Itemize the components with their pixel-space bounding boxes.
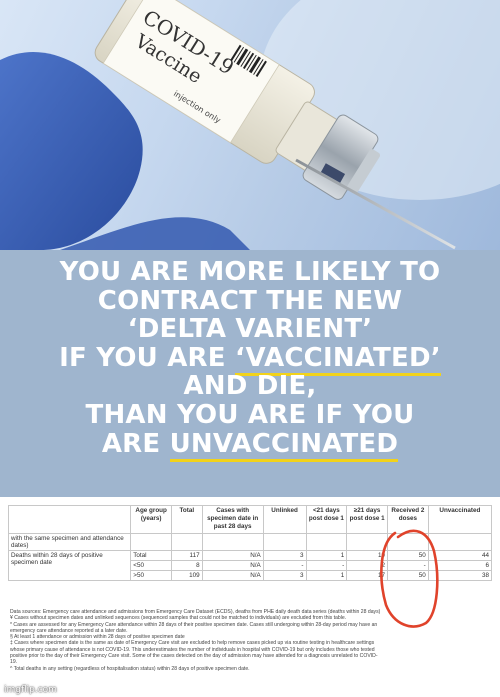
cases-cell: N/A [201,549,264,561]
headline-line-6: THAN YOU ARE IF YOU [85,399,415,430]
deaths-table: Age group (years) Total Cases with speci… [7,505,493,581]
headline-underlined-unvaccinated: UNVACCINATED [169,428,399,462]
total-cell: 109 [171,569,203,581]
footnote-line: ‡ Cases where specimen date is the same … [10,640,375,647]
headline-line-4-prefix: IF YOU ARE [59,342,235,373]
header-cell: Unlinked [262,505,307,534]
headline-line-7-prefix: ARE [101,428,170,459]
unlinked-cell: 3 [262,569,307,581]
headline-line-3: ‘DELTA VARIENT’ [127,314,373,345]
data-table-screenshot: Age group (years) Total Cases with speci… [0,497,500,697]
header-cell: Received 2 doses [387,505,429,534]
footnote-line: 19. [10,659,18,666]
header-cell: <21 days post dose 1 [305,505,348,534]
header-cell: Age group (years) [130,505,173,534]
header-cell: ≥21 days post dose 1 [346,505,388,534]
meme-headline: YOU ARE MORE LIKELY TO CONTRACT THE NEW … [0,257,500,462]
age-cell: Total [130,549,173,561]
table-footnotes: Data sources: Emergency care attendance … [10,609,490,672]
headline-line-5: AND DIE, [183,371,317,402]
age-cell: <50 [130,559,173,571]
unvaccinated-cell: 6 [427,559,493,571]
ge21-cell: 19 [346,549,388,561]
table-header-row: Age group (years) Total Cases with speci… [7,505,493,534]
table-note-cell: with the same specimen and attendance da… [7,532,132,551]
cases-cell: N/A [201,569,264,581]
cases-cell: N/A [201,559,264,571]
two-doses-cell: - [387,559,429,571]
age-cell: >50 [130,569,173,581]
footnote-line: § At least 1 attendance or admission wit… [10,634,185,641]
footnote-line: * Cases are assessed for any Emergency C… [10,621,378,628]
footnote-line: emergency care attendance reported at a … [10,627,128,634]
needle [295,158,456,250]
headline-line-2: CONTRACT THE NEW [97,285,403,316]
footnote-line: whose primary cause of attendance is not… [10,646,375,653]
unlinked-cell: 3 [262,549,307,561]
ge21-cell: 2 [346,559,388,571]
meme-banner: YOU ARE MORE LIKELY TO CONTRACT THE NEW … [0,250,500,497]
vaccine-vial-illustration: COVID-19 Vaccine injection only [0,0,500,250]
unvaccinated-cell: 38 [427,569,493,581]
imgflip-watermark: imgflip.com [4,685,57,695]
section-label: Deaths within 28 days of positive specim… [7,549,132,581]
headline-line-7: ARE UNVACCINATED [0,428,500,462]
headline-line-4: IF YOU ARE ‘VACCINATED’ [0,342,500,376]
two-doses-cell: 50 [387,549,429,561]
lt21-cell: 1 [305,549,348,561]
header-cell: Cases with specimen date in past 28 days [201,505,264,534]
lt21-cell: - [305,559,348,571]
unvaccinated-cell: 44 [427,549,493,561]
header-cell: Total [171,505,203,534]
barcode-icon [230,44,267,77]
footnote-line: Data sources: Emergency care attendance … [10,609,381,615]
two-doses-cell: 50 [387,569,429,581]
footnote-line: ¥ Cases without specimen dates and unlin… [10,615,347,622]
headline-underlined-vaccinated: ‘VACCINATED’ [234,342,441,376]
footnote-line: ^ Total deaths in any setting (regardles… [10,665,250,672]
unlinked-cell: - [262,559,307,571]
header-cell: Unvaccinated [427,505,493,534]
header-cell [7,505,132,534]
headline-line-1: YOU ARE MORE LIKELY TO [59,257,441,287]
lt21-cell: 1 [305,569,348,581]
ge21-cell: 17 [346,569,388,581]
table-row: with the same specimen and attendance da… [7,532,493,551]
vaccine-photo: COVID-19 Vaccine injection only [0,0,500,250]
table-row: Deaths within 28 days of positive specim… [7,549,493,581]
glove-hand [0,51,143,250]
footnote-line: positive prior to the day of their Emerg… [10,653,378,660]
total-cell: 117 [171,549,203,561]
total-cell: 8 [171,559,203,571]
